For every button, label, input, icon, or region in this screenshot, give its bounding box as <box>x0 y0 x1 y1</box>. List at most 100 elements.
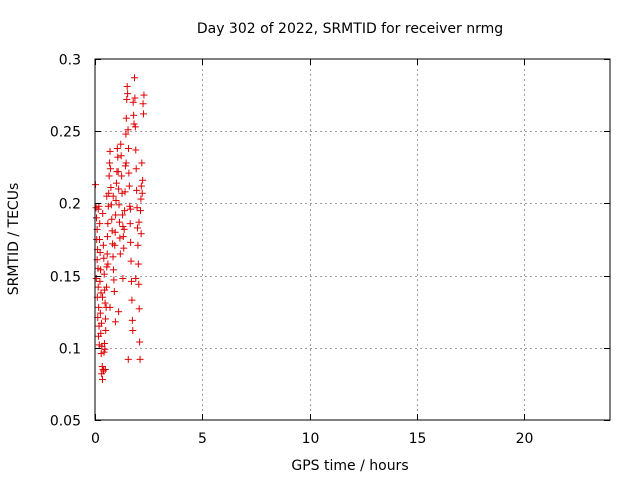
data-point <box>136 338 144 346</box>
data-point <box>128 316 136 324</box>
data-point <box>127 277 135 285</box>
data-point <box>118 189 126 197</box>
data-point <box>108 215 116 223</box>
data-point <box>96 277 104 285</box>
data-point <box>137 182 145 190</box>
data-point <box>102 326 110 334</box>
data-point <box>115 201 123 209</box>
x-axis-label: GPS time / hours <box>291 458 408 474</box>
data-point <box>112 197 120 205</box>
data-point <box>103 250 111 258</box>
data-point <box>103 283 111 291</box>
data-point <box>131 94 139 102</box>
data-point <box>124 355 132 363</box>
data-point <box>124 90 132 98</box>
data-point <box>117 140 125 148</box>
data-point <box>126 220 134 228</box>
data-point <box>136 207 144 215</box>
data-point <box>114 153 122 161</box>
data-point <box>134 241 142 249</box>
data-point <box>112 179 120 187</box>
y-tick-label: 0.3 <box>59 53 81 69</box>
data-point <box>95 303 103 311</box>
data-point <box>126 202 134 210</box>
data-point <box>139 176 147 184</box>
data-point <box>101 345 109 353</box>
data-point <box>125 169 133 177</box>
data-point <box>120 244 128 252</box>
data-point <box>111 228 119 236</box>
data-point <box>107 184 115 192</box>
data-point <box>111 318 119 326</box>
data-point <box>119 274 127 282</box>
data-point <box>93 214 101 222</box>
data-point <box>109 266 117 274</box>
data-point <box>129 98 137 106</box>
data-point <box>96 220 104 228</box>
data-point <box>124 145 132 153</box>
data-point <box>130 120 138 128</box>
data-point <box>109 192 117 200</box>
data-point <box>135 305 143 313</box>
data-point <box>137 230 145 238</box>
y-tick-label: 0.25 <box>50 125 81 141</box>
data-point <box>140 91 148 99</box>
axis-ticks <box>95 59 610 421</box>
data-point <box>104 260 112 268</box>
data-point <box>99 293 107 301</box>
data-point <box>96 248 104 256</box>
data-point <box>106 147 114 155</box>
data-point <box>117 152 125 160</box>
y-axis-label: SRMTID / TECUs <box>6 183 22 296</box>
data-point <box>130 74 138 82</box>
data-point <box>132 274 140 282</box>
data-point <box>139 110 147 118</box>
data-point <box>139 100 147 108</box>
data-point <box>99 241 107 249</box>
data-point <box>103 263 111 271</box>
data-point <box>97 266 105 274</box>
data-point <box>96 309 104 317</box>
data-point <box>104 220 112 228</box>
data-point <box>97 289 105 297</box>
data-point <box>110 287 118 295</box>
data-point <box>99 376 107 384</box>
data-point <box>138 189 146 197</box>
data-point <box>109 253 117 261</box>
data-point <box>121 207 129 215</box>
data-point <box>133 204 141 212</box>
data-point <box>123 82 131 90</box>
data-point <box>116 250 124 258</box>
data-point <box>121 162 129 170</box>
data-point <box>130 111 138 119</box>
data-point <box>102 315 110 323</box>
data-point <box>114 168 122 176</box>
data-point <box>127 238 135 246</box>
data-point <box>103 233 111 241</box>
data-point <box>108 227 116 235</box>
data-point <box>118 211 126 219</box>
y-tick-label: 0.1 <box>59 342 81 358</box>
plot-frame <box>94 58 611 421</box>
data-point <box>107 201 115 209</box>
data-point <box>136 355 144 363</box>
data-point <box>100 254 108 262</box>
data-point <box>123 95 131 103</box>
data-point <box>129 326 137 334</box>
data-point <box>106 165 114 173</box>
grid-lines <box>95 59 610 420</box>
y-tick-label: 0.15 <box>50 270 81 286</box>
data-point <box>122 114 130 122</box>
data-point <box>94 283 102 291</box>
data-point <box>106 303 114 311</box>
data-point <box>105 172 113 180</box>
x-tick-label: 5 <box>198 431 207 447</box>
data-point <box>97 319 105 327</box>
x-tick-label: 20 <box>516 431 534 447</box>
data-point <box>126 205 134 213</box>
data-point <box>116 234 124 242</box>
data-point <box>137 195 145 203</box>
data-point <box>97 329 105 337</box>
data-point <box>132 146 140 154</box>
